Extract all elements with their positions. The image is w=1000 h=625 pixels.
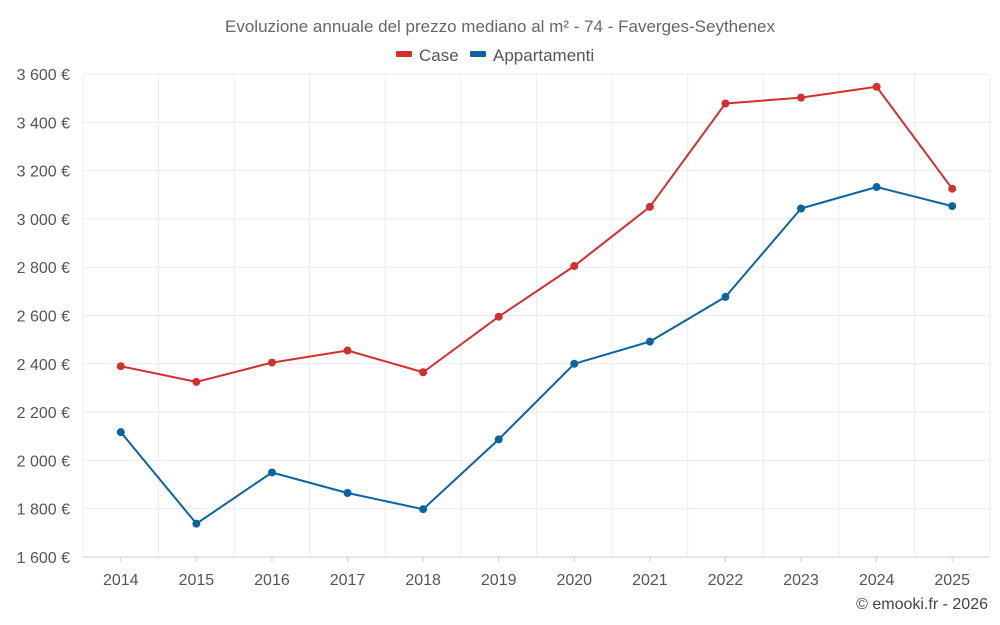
y-tick-label: 3 600 € [17, 67, 70, 84]
series-appartamenti [116, 183, 957, 528]
data-point[interactable] [343, 489, 352, 498]
legend: Case Appartamenti [396, 46, 594, 65]
axes: 1 600 € 1 800 € 2 000 € 2 200 € 2 400 € 2 600… [17, 67, 990, 589]
y-tick-label: 2 600 € [17, 309, 70, 326]
legend-item-appartamenti[interactable]: Appartamenti [470, 46, 594, 65]
x-tick-label: 2017 [330, 572, 366, 589]
data-point[interactable] [494, 312, 503, 321]
credit-text: © emooki.fr - 2026 [856, 596, 988, 613]
data-point[interactable] [267, 358, 276, 367]
x-tick-label: 2021 [632, 572, 668, 589]
x-tick-label: 2022 [708, 572, 744, 589]
y-tick-label: 2 200 € [17, 405, 70, 422]
data-point[interactable] [494, 435, 503, 444]
data-point[interactable] [872, 82, 881, 91]
x-tick-label: 2015 [179, 572, 215, 589]
data-point[interactable] [419, 368, 428, 377]
data-point[interactable] [721, 292, 730, 301]
y-tick-label: 1 800 € [17, 502, 70, 519]
legend-swatch-appartamenti [470, 51, 486, 57]
data-point[interactable] [419, 505, 428, 514]
data-point[interactable] [645, 202, 654, 211]
x-tick-label: 2018 [405, 572, 441, 589]
data-point[interactable] [948, 202, 957, 211]
data-point[interactable] [267, 468, 276, 477]
data-point[interactable] [872, 183, 881, 192]
grid [82, 73, 991, 558]
y-tick-label: 2 000 € [17, 453, 70, 470]
legend-label-case: Case [419, 46, 459, 65]
y-tick-label: 3 400 € [17, 115, 70, 132]
data-point[interactable] [116, 428, 125, 437]
y-tick-label: 2 400 € [17, 357, 70, 374]
series-line [120, 186, 953, 525]
data-point[interactable] [116, 362, 125, 371]
x-tick-label: 2024 [859, 572, 895, 589]
chart-title: Evoluzione annuale del prezzo mediano al… [225, 17, 775, 36]
y-tick-label: 2 800 € [17, 260, 70, 277]
x-tick-label: 2014 [103, 572, 139, 589]
legend-label-appartamenti: Appartamenti [493, 46, 594, 65]
series-case [116, 82, 957, 386]
x-tick-label: 2019 [481, 572, 517, 589]
data-point[interactable] [948, 184, 957, 193]
data-point[interactable] [192, 519, 201, 528]
legend-item-case[interactable]: Case [396, 46, 459, 65]
x-tick-label: 2016 [254, 572, 290, 589]
y-tick-label: 3 200 € [17, 164, 70, 181]
x-tick-label: 2025 [934, 572, 970, 589]
data-point[interactable] [343, 346, 352, 355]
data-point[interactable] [797, 204, 806, 213]
series-line [120, 85, 954, 383]
legend-swatch-case [396, 51, 412, 57]
data-point[interactable] [645, 337, 654, 346]
data-point[interactable] [797, 93, 806, 102]
y-tick-label: 1 600 € [17, 550, 70, 567]
data-point[interactable] [570, 359, 579, 368]
data-point[interactable] [570, 261, 579, 270]
y-tick-label: 3 000 € [17, 212, 70, 229]
data-point[interactable] [721, 99, 730, 108]
data-point[interactable] [192, 377, 201, 386]
series [116, 82, 957, 528]
x-tick-label: 2020 [556, 572, 592, 589]
x-tick-label: 2023 [783, 572, 819, 589]
